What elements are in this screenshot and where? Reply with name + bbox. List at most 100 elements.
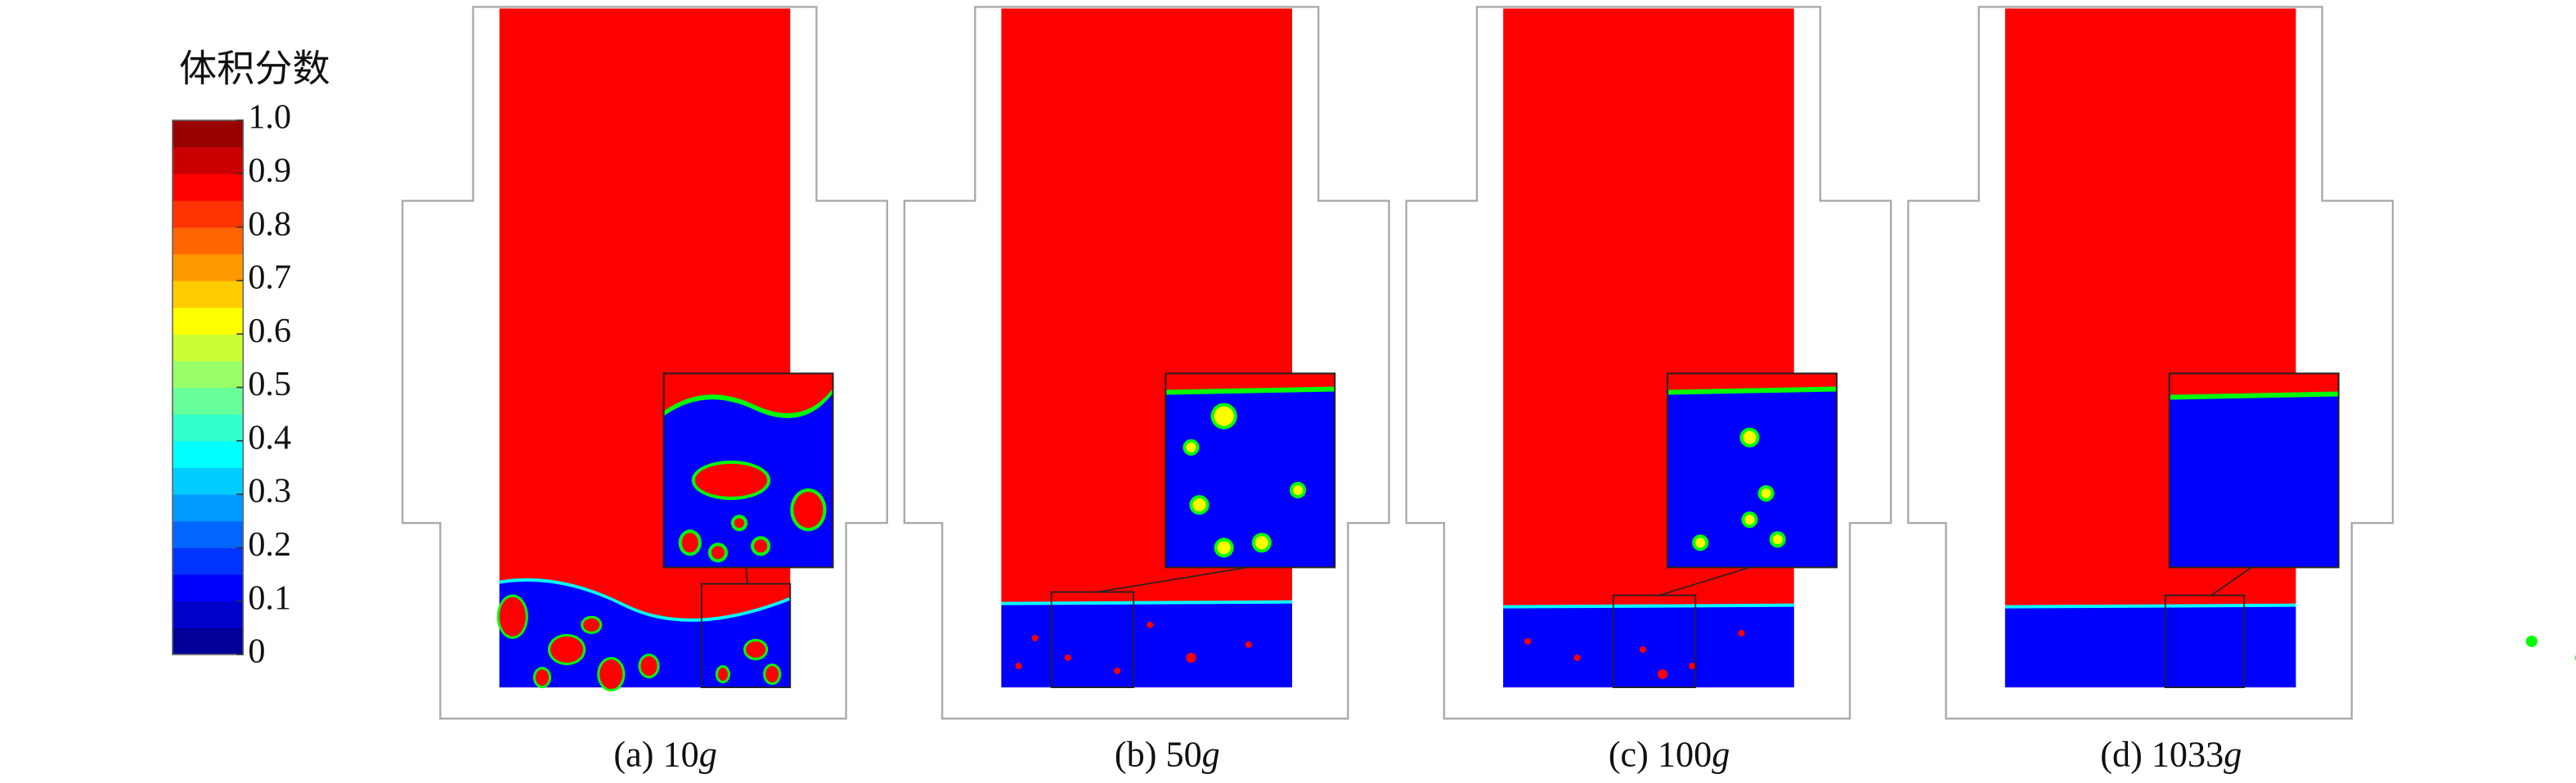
bubble: [550, 636, 584, 663]
inset-bubble: [1744, 515, 1755, 525]
inset-bubble: [754, 539, 768, 553]
zoom-connector: [1658, 566, 1750, 596]
inset-bubble: [1214, 406, 1234, 426]
caption-unit: g: [2224, 735, 2242, 775]
zoom-frame: [1612, 594, 1697, 689]
bubble: [746, 641, 766, 658]
panel: (d) 1033g: [1907, 6, 2394, 775]
colorbar-band: [172, 200, 244, 228]
inset-bubble: [1186, 442, 1196, 452]
colorbar-tick-label: 0.9: [248, 151, 291, 190]
colorbar-band: [172, 360, 244, 389]
inset-frame: [2168, 372, 2340, 569]
caption-label: (d) 1033: [2100, 735, 2224, 775]
panel: (a) 10g: [401, 6, 889, 775]
bubble: [765, 665, 779, 683]
inset-frame: [1165, 372, 1336, 569]
liquid-blue: [1503, 606, 1794, 688]
liquid-blue: [2004, 606, 2296, 688]
inset-bubble: [1743, 430, 1757, 444]
bubble: [1031, 634, 1039, 641]
colorbar-tick-label: 0.3: [248, 472, 291, 511]
liquid-blue: [1001, 603, 1293, 688]
caption-unit: g: [1202, 735, 1220, 775]
inset-bubble: [1761, 488, 1771, 499]
colorbar-band: [172, 307, 244, 335]
bubble: [1015, 662, 1022, 670]
inset-bubble: [1293, 485, 1304, 496]
inset-frame: [1667, 372, 1838, 569]
colorbar-band: [172, 494, 244, 522]
zoom-connector: [1097, 566, 1248, 593]
colorbar-tick-label: 0.4: [248, 418, 291, 457]
bubble: [1186, 652, 1196, 663]
bubble: [599, 659, 623, 690]
panel-caption: (a) 10g: [613, 735, 716, 775]
colorbar-tick-label: 0.6: [248, 312, 291, 350]
caption-unit: g: [1712, 735, 1730, 775]
colorbar-band: [172, 280, 244, 308]
zoom-frame: [700, 583, 792, 689]
colorbar-band: [172, 440, 244, 469]
bubble: [1114, 668, 1121, 675]
panel-caption: (c) 100g: [1609, 735, 1730, 775]
colorbar-band: [172, 628, 244, 655]
colorbar-tick-label: 1.0: [248, 98, 291, 137]
colorbar-band: [172, 547, 244, 575]
bubble: [583, 618, 600, 632]
inset-bubble: [694, 463, 768, 497]
colorbar-tick-label: 0.7: [248, 259, 291, 297]
bubble: [1524, 637, 1532, 645]
colorbar-band: [172, 414, 244, 442]
inset-frame: [662, 372, 834, 569]
bubble: [1245, 641, 1252, 648]
colorbar-band: [172, 574, 244, 602]
inset-blue: [1165, 391, 1335, 568]
inset-bubble: [711, 546, 725, 560]
inset-bubble: [1695, 538, 1706, 548]
caption-label: (a) 10: [613, 735, 698, 775]
colorbar-band: [172, 146, 244, 174]
inset-bubble: [1192, 498, 1206, 512]
inset-blue: [1667, 391, 1837, 568]
bubble: [535, 669, 549, 686]
inset-bubble: [1217, 541, 1231, 555]
bubble: [717, 668, 728, 682]
colorbar-band: [172, 227, 244, 254]
bubble: [640, 655, 657, 677]
caption-label: (b) 50: [1115, 735, 1202, 775]
inset-bubble: [734, 518, 745, 529]
colorbar-band: [172, 467, 244, 495]
panel-caption: (d) 1033g: [2100, 735, 2242, 775]
bubble: [1573, 654, 1581, 661]
zoom-connector: [2210, 566, 2252, 596]
inset-bubble: [1772, 534, 1783, 545]
bubble-edge: [2525, 635, 2538, 647]
zoom-frame: [1050, 591, 1135, 689]
colorbar-band: [172, 520, 244, 548]
bubble: [1147, 621, 1154, 628]
inset-bubble: [793, 492, 824, 529]
panel: (b) 50g: [903, 6, 1757, 775]
bubble: [1658, 669, 1668, 680]
bubble: [1064, 654, 1071, 661]
zoom-connector: [745, 567, 748, 584]
colorbar-tick-label: 0: [248, 632, 265, 671]
colorbar-tick-label: 0.1: [248, 578, 291, 617]
panel: (c) 100g: [1405, 6, 2576, 775]
inset-blue: [2169, 396, 2339, 568]
liquid-red: [1001, 8, 1293, 688]
caption-label: (c) 100: [1609, 735, 1712, 775]
colorbar-band: [172, 601, 244, 628]
liquid-red: [499, 8, 791, 688]
bubble: [1738, 629, 1745, 637]
colorbar-band: [172, 120, 244, 148]
inset-bubble: [1254, 536, 1268, 550]
liquid-red: [1503, 8, 1794, 688]
colorbar-tick-label: 0.2: [248, 525, 291, 564]
colorbar-band: [172, 334, 244, 362]
bubble: [499, 596, 526, 637]
caption-unit: g: [699, 735, 717, 775]
